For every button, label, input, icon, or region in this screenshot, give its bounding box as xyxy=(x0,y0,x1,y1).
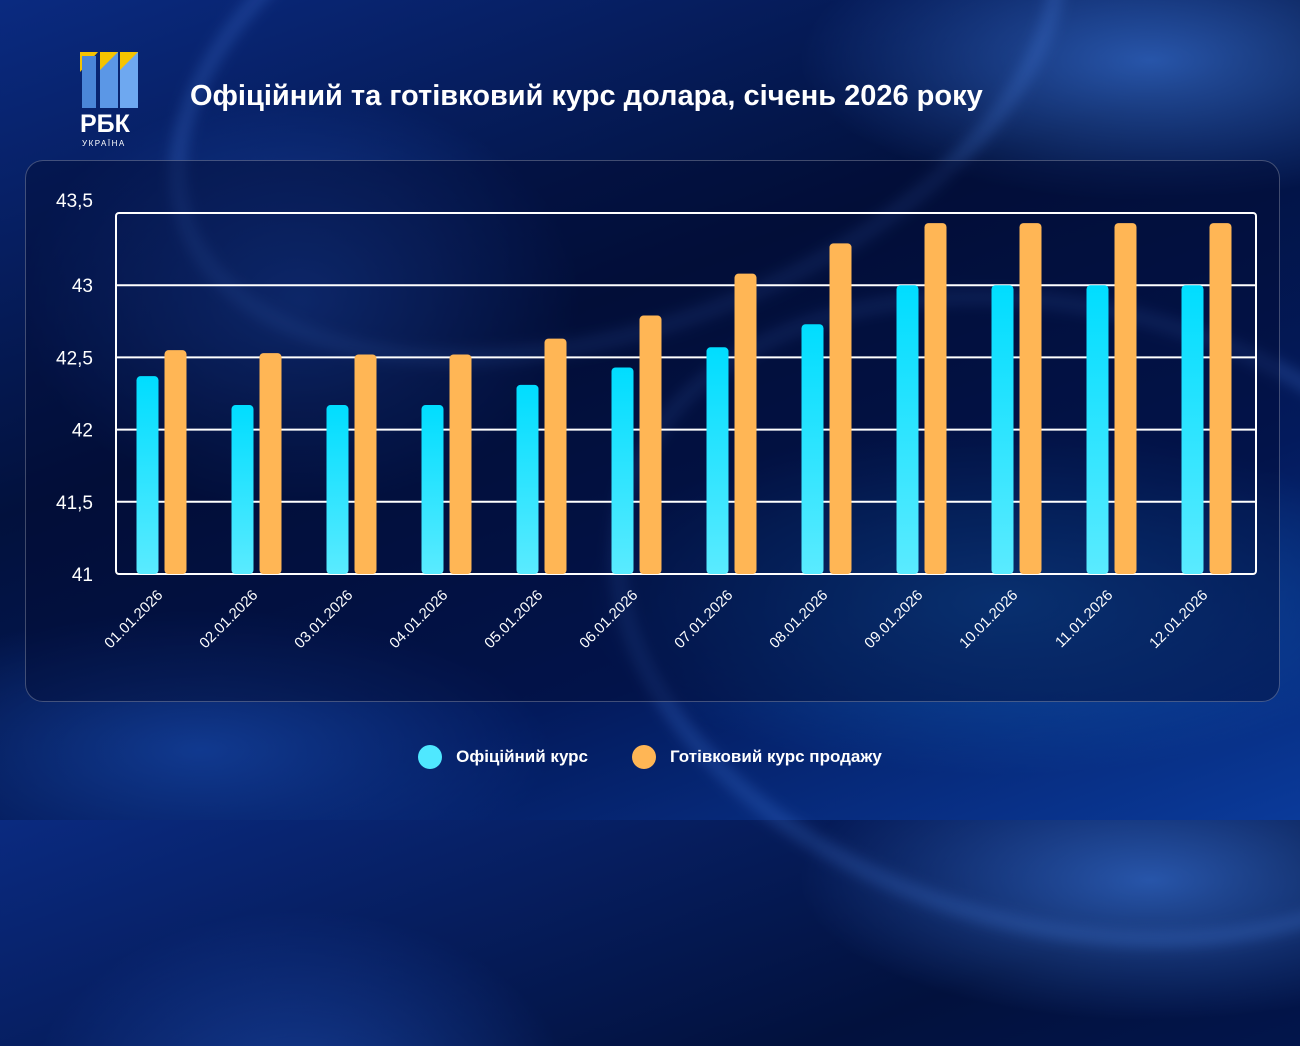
bar-official xyxy=(421,405,444,574)
x-tick-label: 10.01.2026 xyxy=(956,587,1021,652)
bar-cash xyxy=(734,273,757,574)
bar-official xyxy=(231,405,254,574)
bar-official xyxy=(1086,285,1109,574)
legend-item-cash: Готівковий курс продажу xyxy=(632,745,882,769)
x-tick-label: 03.01.2026 xyxy=(291,587,356,652)
bar-chart: 41 41,5 42 42,5 43 43,5 01.01.2026 02.01.2026 03… xyxy=(56,191,1257,652)
bar-official xyxy=(706,347,729,574)
bar-cash xyxy=(1209,223,1232,574)
bar-official xyxy=(611,367,634,574)
bar-cash xyxy=(544,338,567,574)
legend-swatch-official xyxy=(418,745,443,769)
bar-official xyxy=(1181,285,1204,574)
legend-swatch-cash xyxy=(632,745,657,769)
legend-label-cash: Готівковий курс продажу xyxy=(670,747,882,766)
legend: Офіційний курс Готівковий курс продажу xyxy=(0,745,1300,769)
legend-item-official: Офіційний курс xyxy=(418,745,588,769)
bar-official xyxy=(896,285,919,574)
bar-cash xyxy=(924,223,947,574)
y-tick-label: 41,5 xyxy=(56,493,93,514)
bar-cash xyxy=(1114,223,1137,574)
x-tick-label: 11.01.2026 xyxy=(1052,587,1116,651)
y-tick-label: 41 xyxy=(72,565,93,586)
x-tick-label: 06.01.2026 xyxy=(576,587,641,652)
x-tick-label: 07.01.2026 xyxy=(671,587,736,652)
bar-cash xyxy=(354,354,377,574)
x-tick-label: 05.01.2026 xyxy=(481,587,546,652)
x-tick-label: 04.01.2026 xyxy=(386,587,451,652)
y-tick-label: 43 xyxy=(72,276,93,297)
x-tick-label: 02.01.2026 xyxy=(196,587,261,652)
chart-title: Офіційний та готівковий курс долара, січ… xyxy=(190,80,983,112)
x-tick-label: 09.01.2026 xyxy=(861,587,926,652)
y-tick-label: 43,5 xyxy=(56,191,93,212)
bar-cash xyxy=(829,243,852,574)
bar-cash xyxy=(449,354,472,574)
bar-official xyxy=(516,384,539,574)
legend-label-official: Офіційний курс xyxy=(456,747,589,766)
y-tick-label: 42 xyxy=(72,421,93,442)
bar-official xyxy=(136,376,159,574)
x-tick-label: 08.01.2026 xyxy=(766,587,831,652)
plot-frame xyxy=(115,212,1257,575)
x-tick-label: 12.01.2026 xyxy=(1146,587,1211,652)
x-tick-label: 01.01.2026 xyxy=(101,587,166,652)
bar-official xyxy=(801,324,824,574)
bar-cash xyxy=(1019,223,1042,574)
logo-subtext: УКРАЇНА xyxy=(82,139,126,148)
bar-cash xyxy=(259,353,282,574)
bar-official xyxy=(326,405,349,574)
bar-cash xyxy=(639,315,662,574)
y-tick-label: 42,5 xyxy=(56,348,93,369)
bar-official xyxy=(991,285,1014,574)
rbk-logo: РБК УКРАЇНА xyxy=(80,52,142,150)
logo-text: РБК xyxy=(80,110,131,138)
bar-cash xyxy=(164,350,187,574)
